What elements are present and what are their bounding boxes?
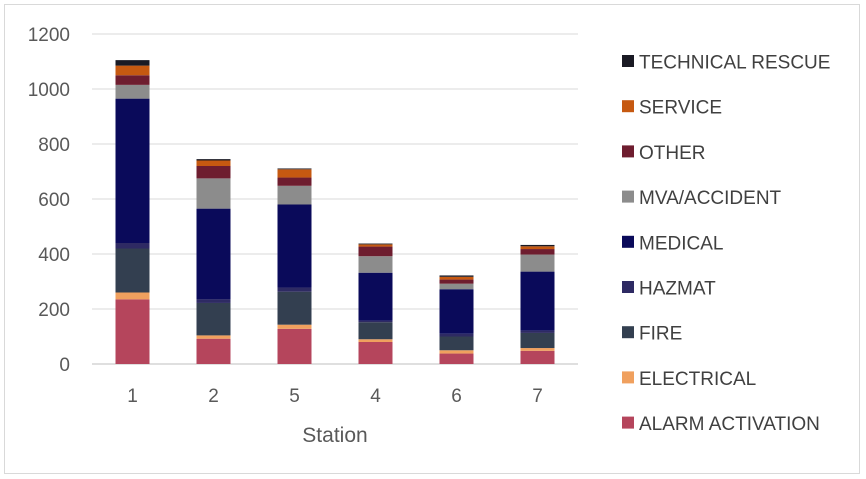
y-tick-label: 800 bbox=[38, 135, 70, 156]
bar-segment bbox=[439, 353, 474, 364]
legend-swatch bbox=[622, 235, 634, 248]
x-axis-ticks: 1 2 5 4 6 7 bbox=[127, 386, 543, 407]
bar-segment bbox=[277, 324, 312, 329]
bar-segment bbox=[520, 249, 555, 255]
bar-segment bbox=[277, 169, 312, 178]
bar-segment bbox=[196, 299, 231, 303]
bar-segment bbox=[358, 320, 393, 323]
bar-segment bbox=[196, 160, 231, 166]
legend-label: OTHER bbox=[639, 143, 706, 164]
bar-segment bbox=[115, 299, 150, 364]
bars bbox=[115, 60, 555, 364]
bar-segment bbox=[115, 248, 150, 293]
legend-label: MVA/ACCIDENT bbox=[639, 188, 782, 209]
bar-segment bbox=[196, 302, 231, 336]
x-tick-label: 2 bbox=[208, 386, 219, 407]
legend-swatch bbox=[622, 55, 634, 67]
bar-segment bbox=[439, 283, 474, 290]
bar-segment bbox=[358, 256, 393, 273]
bar-segment bbox=[358, 272, 393, 321]
bar-segment bbox=[520, 244, 555, 247]
bar-segment bbox=[358, 322, 393, 340]
y-tick-label: 1000 bbox=[28, 80, 70, 101]
legend-swatch bbox=[622, 281, 634, 293]
y-tick-label: 200 bbox=[38, 300, 70, 321]
y-tick-label: 0 bbox=[59, 355, 70, 376]
bar-segment bbox=[196, 208, 231, 300]
bar-segment bbox=[277, 328, 312, 364]
legend: TECHNICAL RESCUE SERVICE OTHER MVA/ACCIDENT… bbox=[622, 53, 830, 435]
legend-label: ALARM ACTIVATION bbox=[639, 414, 820, 435]
bar-segment bbox=[439, 275, 474, 277]
legend-label: SERVICE bbox=[639, 98, 722, 119]
legend-swatch bbox=[622, 326, 634, 339]
y-tick-label: 600 bbox=[38, 190, 70, 211]
bar-segment bbox=[115, 65, 150, 76]
bar-segment bbox=[196, 159, 231, 161]
y-tick-label: 1200 bbox=[28, 25, 70, 46]
legend-swatch bbox=[622, 100, 634, 113]
bar-segment bbox=[520, 254, 555, 272]
bar-segment bbox=[520, 330, 555, 333]
bar-segment bbox=[277, 177, 312, 186]
bar-segment bbox=[358, 244, 393, 247]
x-tick-label: 7 bbox=[532, 386, 543, 407]
bar-segment bbox=[277, 287, 312, 292]
bar-segment bbox=[115, 243, 150, 249]
bar-segment bbox=[277, 291, 312, 325]
bar-segment bbox=[196, 178, 231, 209]
bar-segment bbox=[358, 246, 393, 257]
legend-label: TECHNICAL RESCUE bbox=[639, 53, 830, 74]
bar-segment bbox=[115, 292, 150, 300]
bar-segment bbox=[277, 168, 312, 170]
x-tick-label: 4 bbox=[370, 386, 381, 407]
legend-swatch bbox=[622, 416, 634, 429]
legend-label: HAZMAT bbox=[639, 279, 716, 300]
bar-segment bbox=[196, 338, 231, 364]
bar-segment bbox=[520, 332, 555, 349]
bar-segment bbox=[520, 350, 555, 364]
legend-swatch bbox=[622, 190, 634, 203]
bar-segment bbox=[196, 166, 231, 179]
bar-segment bbox=[439, 279, 474, 284]
bar-segment bbox=[520, 246, 555, 250]
bar-segment bbox=[115, 60, 150, 66]
x-tick-label: 1 bbox=[127, 386, 138, 407]
bar-segment bbox=[115, 98, 150, 243]
bar-segment bbox=[520, 271, 555, 331]
legend-label: FIRE bbox=[639, 324, 682, 345]
bar-segment bbox=[439, 289, 474, 334]
bar-segment bbox=[439, 333, 474, 337]
legend-swatch bbox=[622, 145, 634, 158]
bar-segment bbox=[439, 276, 474, 280]
bar-segment bbox=[196, 335, 231, 339]
x-tick-label: 5 bbox=[289, 386, 300, 407]
y-axis-ticks: 0 200 400 600 800 1000 1200 bbox=[28, 25, 70, 376]
legend-label: ELECTRICAL bbox=[639, 369, 756, 390]
bar-segment bbox=[358, 243, 393, 245]
gridlines bbox=[92, 33, 578, 365]
x-tick-label: 6 bbox=[451, 386, 462, 407]
bar-segment bbox=[439, 350, 474, 354]
bar-segment bbox=[277, 204, 312, 288]
bar-segment bbox=[358, 342, 393, 364]
bar-segment bbox=[115, 75, 150, 85]
bar-segment bbox=[358, 339, 393, 342]
x-axis-title: Station bbox=[302, 424, 367, 447]
legend-swatch bbox=[622, 371, 634, 384]
chart-frame bbox=[4, 4, 860, 474]
y-tick-label: 400 bbox=[38, 245, 70, 266]
bar-segment bbox=[115, 84, 150, 99]
bar-segment bbox=[277, 185, 312, 205]
bar-segment bbox=[439, 336, 474, 351]
bar-segment bbox=[520, 348, 555, 351]
legend-label: MEDICAL bbox=[639, 233, 723, 254]
